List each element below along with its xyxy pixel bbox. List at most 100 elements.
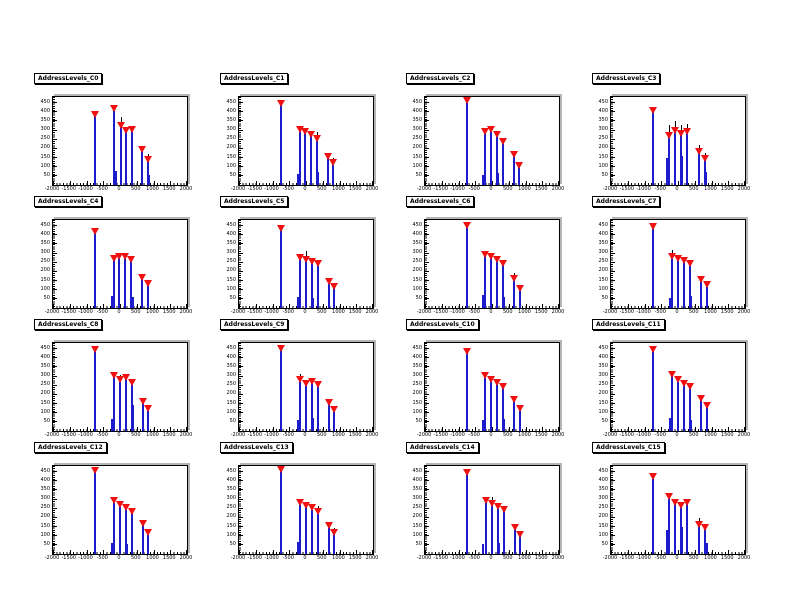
triangle-down-marker-icon bbox=[295, 125, 304, 133]
y-axis-major-tick bbox=[239, 480, 243, 482]
x-tick-label: -2000 bbox=[416, 309, 432, 315]
plot-frame[interactable] bbox=[610, 96, 746, 186]
x-tick-label: 1500 bbox=[348, 186, 362, 192]
plot-frame[interactable] bbox=[610, 465, 746, 555]
plot-frame[interactable] bbox=[610, 342, 746, 432]
x-tick-label: 0 bbox=[117, 555, 121, 561]
plot-frame[interactable] bbox=[238, 96, 374, 186]
x-axis-major-tick bbox=[322, 181, 324, 185]
pad-AddressLevels_C2[interactable]: AddressLevels_C2 -2000 -1500 -1000 -500 0 500 1… bbox=[398, 70, 584, 193]
x-tick-label: 0 bbox=[303, 555, 307, 561]
x-axis-major-tick bbox=[525, 181, 527, 185]
y-tick-label: 350 bbox=[412, 362, 422, 369]
histogram-title[interactable]: AddressLevels_C11 bbox=[592, 319, 665, 330]
triangle-down-marker-icon bbox=[680, 379, 689, 387]
pad-AddressLevels_C12[interactable]: AddressLevels_C12 -2000 -1500 -1000 -500 0 500… bbox=[26, 439, 212, 562]
triangle-down-marker-icon bbox=[121, 253, 130, 261]
x-axis-major-tick bbox=[711, 550, 713, 554]
histogram-title[interactable]: AddressLevels_C1 bbox=[220, 73, 289, 84]
pad-AddressLevels_C14[interactable]: AddressLevels_C14 -2000 -1500 -1000 -500 0 500… bbox=[398, 439, 584, 562]
y-tick-label: 400 bbox=[40, 476, 50, 483]
histogram-title[interactable]: AddressLevels_C5 bbox=[220, 196, 289, 207]
x-tick-label: -500 bbox=[468, 309, 480, 315]
plot-frame[interactable] bbox=[52, 465, 188, 555]
histogram-title[interactable]: AddressLevels_C8 bbox=[34, 319, 103, 330]
histogram-title[interactable]: AddressLevels_C14 bbox=[406, 442, 479, 453]
y-axis-major-tick bbox=[53, 544, 57, 546]
plot-frame[interactable] bbox=[52, 342, 188, 432]
data-spike bbox=[683, 261, 686, 308]
pad-AddressLevels_C4[interactable]: AddressLevels_C4 -2000 -1500 -1000 -500 0 500 1… bbox=[26, 193, 212, 316]
y-tick-label: 400 bbox=[412, 476, 422, 483]
pad-AddressLevels_C0[interactable]: AddressLevels_C0 -2000 -1500 -1000 -500 0 500 1… bbox=[26, 70, 212, 193]
y-tick-label: 250 bbox=[412, 258, 422, 265]
pad-AddressLevels_C8[interactable]: AddressLevels_C8 -2000 -1500 -1000 -500 0 500 1… bbox=[26, 316, 212, 439]
data-spike bbox=[124, 257, 127, 308]
plot-frame[interactable] bbox=[238, 219, 374, 309]
pad-AddressLevels_C13[interactable]: AddressLevels_C13 -2000 -1500 -1000 -500 0 500… bbox=[212, 439, 398, 562]
y-tick-label: 450 bbox=[598, 221, 608, 228]
pad-AddressLevels_C9[interactable]: AddressLevels_C9 -2000 -1500 -1000 -500 0 500 1… bbox=[212, 316, 398, 439]
plot-frame[interactable] bbox=[424, 96, 560, 186]
pad-AddressLevels_C15[interactable]: AddressLevels_C15 -2000 -1500 -1000 -500 0 500… bbox=[584, 439, 770, 562]
x-tick-label: -2000 bbox=[602, 432, 618, 438]
y-axis-major-tick bbox=[239, 403, 243, 404]
pad-AddressLevels_C7[interactable]: AddressLevels_C7 -2000 -1500 -1000 -500 0 500 1… bbox=[584, 193, 770, 316]
histogram-title[interactable]: AddressLevels_C6 bbox=[406, 196, 475, 207]
pad-AddressLevels_C6[interactable]: AddressLevels_C6 -2000 -1500 -1000 -500 0 500 1… bbox=[398, 193, 584, 316]
histogram-title[interactable]: AddressLevels_C13 bbox=[220, 442, 293, 453]
y-axis-major-tick bbox=[611, 489, 615, 491]
histogram-title[interactable]: AddressLevels_C15 bbox=[592, 442, 665, 453]
histogram-title[interactable]: AddressLevels_C2 bbox=[406, 73, 475, 84]
pad-AddressLevels_C5[interactable]: AddressLevels_C5 -2000 -1500 -1000 -500 0 500 1… bbox=[212, 193, 398, 316]
x-tick-label: 1000 bbox=[332, 186, 345, 192]
y-axis-minor-ticks bbox=[53, 220, 55, 308]
x-tick-label: -500 bbox=[96, 309, 108, 315]
y-axis-minor-ticks bbox=[53, 343, 55, 431]
plot-frame[interactable] bbox=[424, 465, 560, 555]
x-tick-label: 0 bbox=[303, 432, 307, 438]
histogram-title[interactable]: AddressLevels_C4 bbox=[34, 196, 103, 207]
pad-AddressLevels_C1[interactable]: AddressLevels_C1 -2000 -1500 -1000 -500 0 500 1… bbox=[212, 70, 398, 193]
y-tick-label: 250 bbox=[40, 504, 50, 511]
histogram-title[interactable]: AddressLevels_C3 bbox=[592, 73, 661, 84]
y-axis-major-tick bbox=[239, 175, 243, 177]
x-axis-major-tick bbox=[627, 304, 629, 308]
pad-AddressLevels_C11[interactable]: AddressLevels_C11 -2000 -1500 -1000 -500 0 500… bbox=[584, 316, 770, 439]
x-tick-label: -1500 bbox=[619, 555, 635, 561]
plot-frame[interactable] bbox=[238, 342, 374, 432]
y-tick-label: 100 bbox=[226, 531, 236, 538]
x-axis-major-tick bbox=[611, 304, 612, 308]
y-axis-major-tick bbox=[53, 298, 57, 300]
y-tick-label: 450 bbox=[40, 344, 50, 351]
y-axis-major-tick bbox=[611, 348, 615, 349]
plot-frame[interactable] bbox=[52, 96, 188, 186]
y-axis-major-tick bbox=[239, 498, 243, 500]
histogram-title[interactable]: AddressLevels_C9 bbox=[220, 319, 289, 330]
triangle-down-marker-icon bbox=[648, 472, 657, 480]
triangle-down-marker-icon bbox=[324, 152, 333, 160]
x-axis-major-tick bbox=[711, 304, 713, 308]
histogram-title[interactable]: AddressLevels_C0 bbox=[34, 73, 103, 84]
x-tick-label: -1500 bbox=[61, 432, 77, 438]
x-tick-label: -500 bbox=[282, 432, 294, 438]
plot-frame[interactable] bbox=[424, 219, 560, 309]
histogram-title[interactable]: AddressLevels_C12 bbox=[34, 442, 107, 453]
histogram-title[interactable]: AddressLevels_C10 bbox=[406, 319, 479, 330]
data-spike bbox=[125, 131, 128, 185]
histogram-title[interactable]: AddressLevels_C7 bbox=[592, 196, 661, 207]
minor-spike bbox=[481, 420, 484, 431]
y-tick-label: 300 bbox=[598, 126, 608, 132]
y-tick-label: 150 bbox=[40, 276, 50, 283]
plot-frame[interactable] bbox=[424, 342, 560, 432]
pad-AddressLevels_C3[interactable]: AddressLevels_C3 -2000 -1500 -1000 -500 0 500 1… bbox=[584, 70, 770, 193]
data-spike bbox=[465, 226, 468, 308]
x-tick-label: 2000 bbox=[737, 309, 751, 315]
x-tick-label: -1000 bbox=[264, 186, 279, 192]
data-spike bbox=[125, 378, 128, 431]
plot-frame[interactable] bbox=[610, 219, 746, 309]
pad-AddressLevels_C10[interactable]: AddressLevels_C10 -2000 -1500 -1000 -500 0 500… bbox=[398, 316, 584, 439]
plot-frame[interactable] bbox=[52, 219, 188, 309]
triangle-down-marker-icon bbox=[127, 255, 136, 263]
plot-frame[interactable] bbox=[238, 465, 374, 555]
